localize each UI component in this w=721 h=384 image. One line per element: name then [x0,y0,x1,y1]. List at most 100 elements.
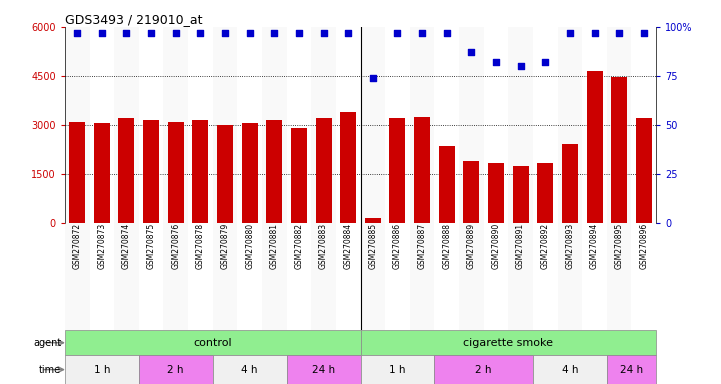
Text: cigarette smoke: cigarette smoke [464,338,553,348]
Bar [118,118,135,223]
Text: GSM270885: GSM270885 [368,223,377,269]
Text: 24 h: 24 h [312,364,335,375]
Bar [508,27,533,223]
Point [466,49,477,55]
Point [367,75,379,81]
Bar [484,27,508,223]
Text: GSM270886: GSM270886 [393,223,402,269]
Point [244,30,255,36]
Point [318,30,329,36]
Text: 4 h: 4 h [242,364,258,375]
Bar [286,223,311,330]
Text: GSM270887: GSM270887 [417,223,427,269]
Point [120,30,132,36]
Bar [336,27,360,223]
Point [416,30,428,36]
Bar [69,121,85,223]
Bar [611,78,627,223]
Bar [168,122,184,223]
Text: GSM270889: GSM270889 [467,223,476,269]
Bar [537,163,553,223]
Bar [583,223,607,330]
Bar [114,223,138,330]
Text: GSM270875: GSM270875 [146,223,156,269]
Bar [410,223,434,330]
Point [515,63,526,69]
Bar [237,223,262,330]
Bar [385,223,410,330]
Point [638,30,650,36]
Text: 1 h: 1 h [389,364,406,375]
Text: GSM270879: GSM270879 [221,223,229,269]
Bar [138,355,213,384]
Bar [360,223,385,330]
Bar [360,27,385,223]
Point [195,30,206,36]
Text: GSM270895: GSM270895 [615,223,624,269]
Bar [65,355,139,384]
Bar [213,223,237,330]
Text: GSM270888: GSM270888 [442,223,451,269]
Bar [143,120,159,223]
Point [539,59,551,65]
Bar [513,166,528,223]
Bar [311,223,336,330]
Bar [89,27,114,223]
Bar [311,27,336,223]
Text: GSM270882: GSM270882 [294,223,304,269]
Point [170,30,182,36]
Bar [459,27,484,223]
Point [589,30,601,36]
Bar [607,223,632,330]
Bar [291,128,307,223]
Text: control: control [193,338,232,348]
Text: time: time [39,364,61,375]
Bar [632,223,656,330]
Bar [533,27,557,223]
Text: 1 h: 1 h [94,364,110,375]
Point [490,59,502,65]
Text: agent: agent [33,338,61,348]
Bar [340,113,356,223]
Text: GDS3493 / 219010_at: GDS3493 / 219010_at [65,13,203,26]
Text: 4 h: 4 h [562,364,578,375]
Bar [286,27,311,223]
Point [614,30,625,36]
Bar [360,330,656,355]
Text: GSM270883: GSM270883 [319,223,328,269]
Text: GSM270880: GSM270880 [245,223,254,269]
Bar [286,355,360,384]
Point [342,30,354,36]
Bar [94,123,110,223]
Bar [533,223,557,330]
Bar [237,27,262,223]
Bar [632,27,656,223]
Bar [316,118,332,223]
Bar [484,223,508,330]
Text: GSM270893: GSM270893 [565,223,575,269]
Bar [188,27,213,223]
Bar [242,123,257,223]
Bar [164,223,188,330]
Point [392,30,403,36]
Text: GSM270878: GSM270878 [196,223,205,269]
Bar [434,27,459,223]
Bar [188,223,213,330]
Text: GSM270874: GSM270874 [122,223,131,269]
Bar [65,223,89,330]
Text: GSM270872: GSM270872 [73,223,81,269]
Text: 24 h: 24 h [620,364,643,375]
Text: GSM270890: GSM270890 [492,223,500,269]
Bar [438,146,455,223]
Bar [65,27,89,223]
Text: GSM270891: GSM270891 [516,223,525,269]
Text: GSM270892: GSM270892 [541,223,549,269]
Text: GSM270881: GSM270881 [270,223,279,269]
Point [268,30,280,36]
Bar [410,27,434,223]
Bar [365,218,381,223]
Bar [164,27,188,223]
Bar [389,118,405,223]
Text: GSM270873: GSM270873 [97,223,106,269]
Bar [213,27,237,223]
